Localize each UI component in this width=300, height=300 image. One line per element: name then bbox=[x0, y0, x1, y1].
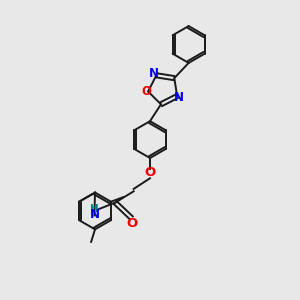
Text: O: O bbox=[126, 217, 137, 230]
Text: O: O bbox=[142, 85, 152, 98]
Text: H: H bbox=[90, 204, 99, 214]
Text: N: N bbox=[149, 67, 159, 80]
Text: O: O bbox=[144, 167, 156, 179]
Text: N: N bbox=[174, 91, 184, 104]
Text: N: N bbox=[89, 208, 99, 221]
